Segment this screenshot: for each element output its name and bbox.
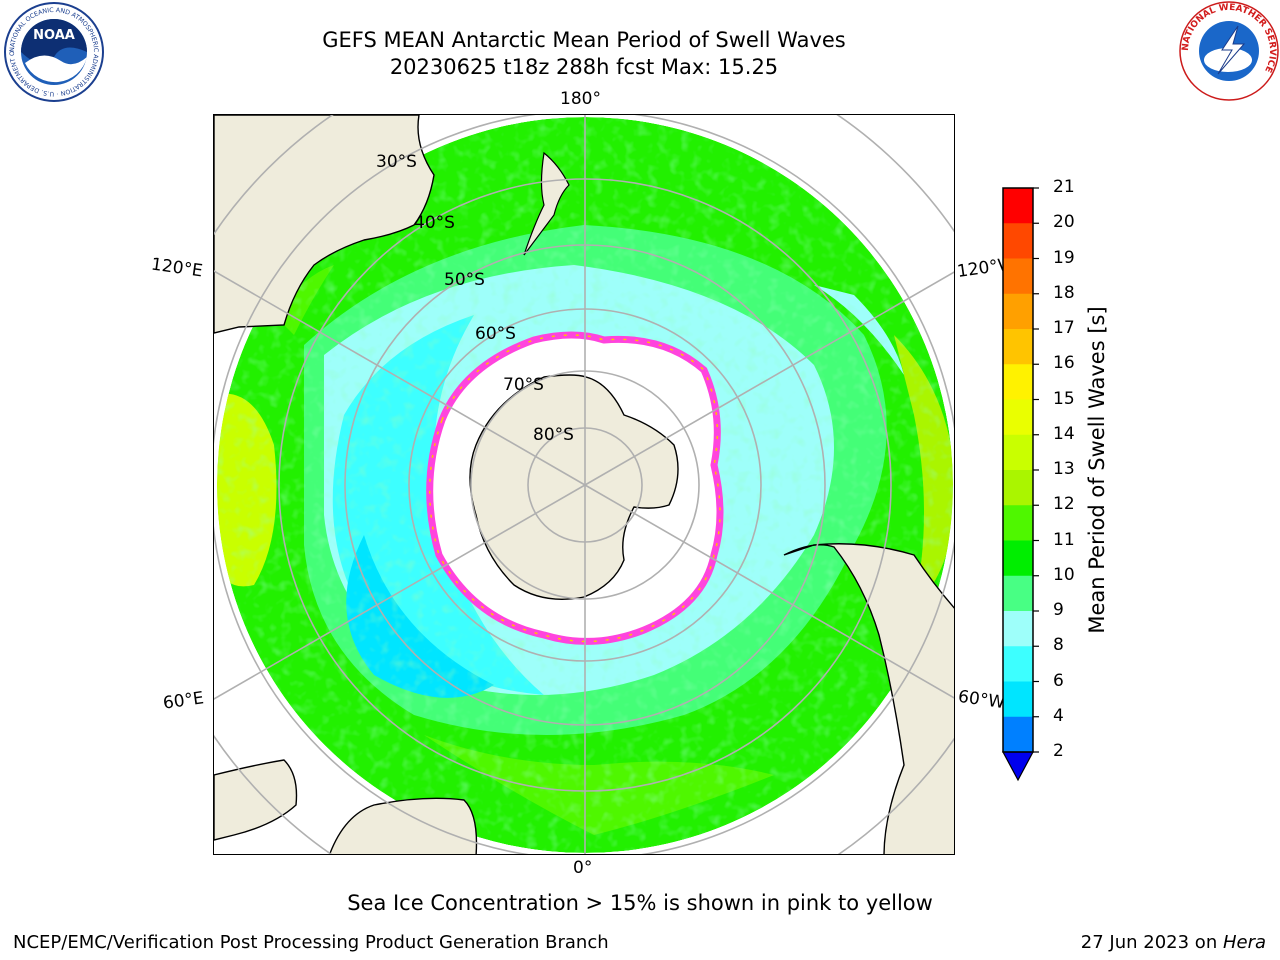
lat-label-60s: 60°S [475, 324, 516, 344]
colorbar-tick-label: 19 [1053, 247, 1075, 268]
colorbar-tick-label: 10 [1053, 564, 1075, 585]
lat-label-50s: 50°S [444, 270, 485, 290]
colorbar-box [1003, 470, 1033, 506]
lon-label-0: 0° [573, 858, 593, 878]
colorbar-box [1003, 399, 1033, 436]
colorbar-tick-label: 4 [1053, 705, 1064, 726]
colorbar-tick-label: 14 [1053, 423, 1075, 444]
chart-subtitle: 20230625 t18z 288h fcst Max: 15.25 [389, 55, 779, 79]
colorbar-box [1003, 611, 1033, 647]
colorbar-box [1003, 223, 1033, 259]
colorbar-box [1003, 681, 1033, 718]
colorbar-box [1003, 329, 1033, 365]
colorbar [1001, 187, 1039, 782]
nws-logo-icon: NATIONAL WEATHER SERVICE [1179, 1, 1279, 101]
colorbar-extend-arrow [1001, 751, 1035, 782]
svg-text:NOAA: NOAA [33, 28, 75, 43]
colorbar-tick-label: 17 [1053, 318, 1075, 338]
colorbar-tick-label: 12 [1053, 494, 1075, 515]
lon-label-120e: 120°E [149, 254, 204, 282]
footer-date: 27 Jun 2023 on Hera [1080, 932, 1266, 953]
colorbar-tick-label: 2 [1053, 741, 1064, 761]
chart-title: GEFS MEAN Antarctic Mean Period of Swell… [322, 28, 846, 52]
colorbar-box [1003, 505, 1033, 541]
colorbar-box [1003, 188, 1033, 224]
lon-label-180: 180° [560, 89, 601, 109]
colorbar-box [1003, 646, 1033, 682]
colorbar-tick-label: 8 [1053, 635, 1064, 656]
colorbar-box [1003, 434, 1033, 471]
colorbar-tick-label: 15 [1053, 388, 1075, 409]
colorbar-tick-label: 6 [1053, 670, 1064, 691]
colorbar-box [1003, 364, 1033, 400]
lat-label-40s: 40°S [414, 213, 455, 233]
colorbar-tick-label: 18 [1053, 282, 1075, 303]
lat-label-70s: 70°S [503, 375, 544, 395]
noaa-logo-icon: NATIONAL OCEANIC AND ATMOSPHERIC ADMINIS… [3, 1, 104, 102]
polar-map [213, 114, 955, 855]
colorbar-box [1003, 575, 1033, 612]
footer-credit: NCEP/EMC/Verification Post Processing Pr… [13, 932, 609, 953]
lon-label-60e: 60°E [161, 688, 206, 714]
colorbar-box [1003, 716, 1033, 753]
colorbar-tick-label: 13 [1053, 459, 1075, 479]
lat-label-80s: 80°S [533, 425, 574, 445]
lon-label-60w: 60°W [956, 686, 1007, 714]
colorbar-tick-label: 20 [1053, 212, 1075, 233]
colorbar-tick-label: 9 [1053, 600, 1064, 620]
lat-label-30s: 30°S [376, 152, 417, 172]
colorbar-label: Mean Period of Swell Waves [s] [1085, 306, 1109, 634]
colorbar-box [1003, 540, 1033, 577]
colorbar-tick-label: 21 [1053, 177, 1075, 197]
colorbar-box [1003, 293, 1033, 330]
sea-ice-note: Sea Ice Concentration > 15% is shown in … [347, 891, 933, 915]
colorbar-box [1003, 258, 1033, 295]
colorbar-tick-label: 16 [1053, 353, 1075, 374]
colorbar-tick-label: 11 [1053, 529, 1075, 550]
